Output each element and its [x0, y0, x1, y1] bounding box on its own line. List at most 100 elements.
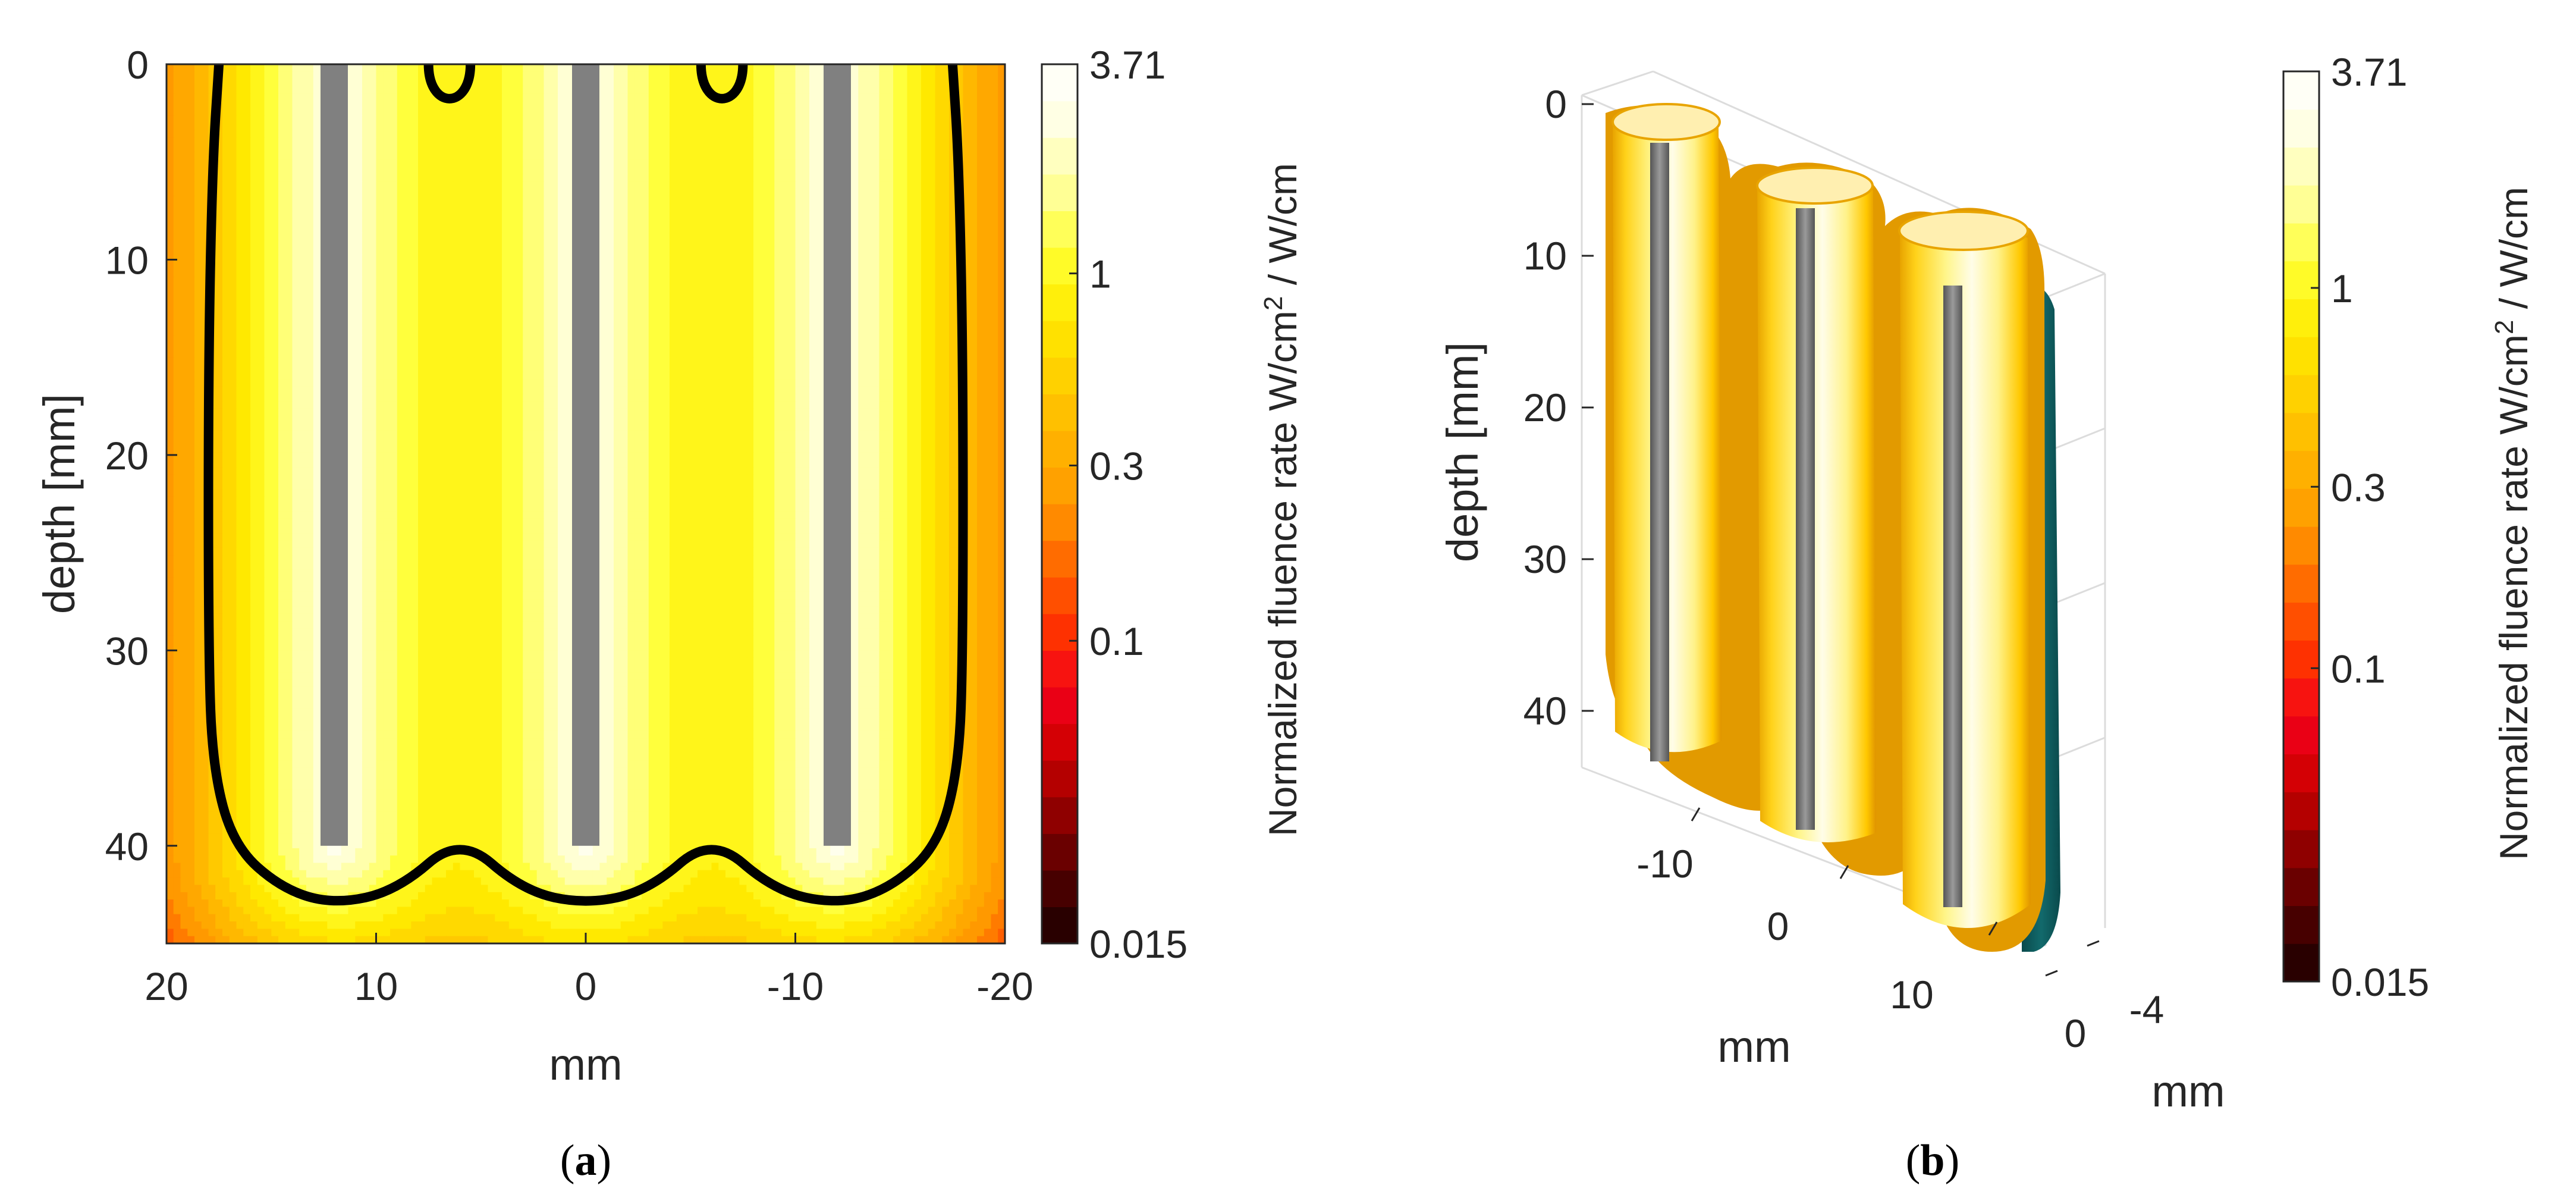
colorbar-step — [1042, 797, 1077, 834]
colorbar-step — [1042, 650, 1077, 688]
3d-tick-marks — [1582, 103, 2100, 977]
colorbar-step — [1042, 321, 1077, 358]
colorbar-step — [2283, 147, 2319, 186]
surface-top-1 — [1611, 103, 1721, 141]
colorbar-step — [1042, 64, 1077, 102]
colorbar-b-label: Normalized fluence rate W/cm2 / W/cm — [2490, 187, 2536, 860]
fiber-marker — [321, 64, 348, 846]
x-tick-label: 10 — [354, 964, 398, 1008]
fiber-3d-3 — [1943, 286, 1962, 907]
isocontour-small-loops — [423, 64, 748, 104]
isocontour-loop — [696, 64, 748, 104]
colorbar — [1041, 63, 1079, 945]
colorbar-step — [1042, 760, 1077, 798]
colorbar-step — [2283, 337, 2319, 375]
3d-z-axis-label: mm — [2151, 1067, 2225, 1116]
colorbar-step — [2283, 640, 2319, 679]
x-tick-label: 20 — [144, 964, 188, 1008]
panel-label-a: (a) — [560, 1136, 611, 1185]
colorbar-step — [1042, 613, 1077, 651]
colorbar-step — [1042, 137, 1077, 175]
colorbar-frame — [2282, 70, 2320, 983]
3d-z-tick-labels: 0 -4 — [2065, 987, 2165, 1055]
x-tick-label: -10 — [767, 964, 824, 1008]
colorbar-step — [1042, 686, 1077, 725]
fluence-surface — [1606, 103, 2060, 952]
colorbar-step — [2283, 223, 2319, 262]
colorbar-step — [1042, 284, 1077, 321]
colorbar-step — [2283, 526, 2319, 565]
colorbar-step — [2283, 375, 2319, 413]
surface-top-2 — [1756, 167, 1874, 205]
colorbar-tick-label: 0.3 — [1089, 444, 1144, 488]
isocontour-loop — [423, 64, 476, 104]
colorbar-tick-label: 3.71 — [1089, 43, 1166, 87]
colorbar-tick-label: 0.1 — [1089, 619, 1144, 663]
x-tick-label: 0 — [575, 964, 597, 1008]
y-tick-label: 10 — [105, 238, 149, 282]
colorbar-step — [1042, 504, 1077, 541]
isocontour-line — [203, 64, 968, 906]
x-axis-ticks: 20 10 0 -10 -20 — [144, 933, 1033, 1008]
colorbar-step — [2283, 867, 2319, 907]
panel-a-heatmap: 20 10 0 -10 -20 0 10 20 30 40 mm depth [mm] 3.71… — [34, 43, 1305, 1185]
fiber-markers — [321, 64, 851, 846]
y-tick-label: 20 — [105, 434, 149, 478]
colorbar-step — [2283, 943, 2319, 982]
fiber-3d-1 — [1650, 143, 1669, 761]
colorbar-step — [2283, 602, 2319, 641]
y-axis-ticks: 0 10 20 30 40 — [105, 43, 177, 868]
colorbar-step — [1042, 101, 1077, 138]
fluence-heatmap — [167, 64, 1005, 943]
colorbar-b — [2282, 70, 2320, 983]
colorbar-label: Normalized fluence rate W/cm2 / W/cm — [1259, 163, 1305, 836]
y-axis-label: depth [mm] — [34, 394, 84, 614]
colorbar-tick-label: 1 — [1089, 252, 1111, 296]
colorbar-step — [1042, 357, 1077, 394]
colorbar-step — [2283, 299, 2319, 337]
colorbar-step — [1042, 870, 1077, 907]
colorbar-step — [2283, 185, 2319, 224]
colorbar-step — [2283, 754, 2319, 792]
colorbar-step — [1042, 174, 1077, 211]
x-tick-label: -20 — [976, 964, 1033, 1008]
colorbar-step — [2283, 564, 2319, 603]
colorbar-step — [1042, 430, 1077, 468]
colorbar-step — [2283, 412, 2319, 452]
surface-lobe-3 — [1900, 219, 2031, 928]
panel-label-b: (b) — [1906, 1136, 1959, 1185]
3d-y-axis-label: depth [mm] — [1438, 342, 1487, 562]
fiber-marker — [572, 64, 599, 846]
x-axis-label: mm — [549, 1040, 622, 1089]
colorbar-step — [2283, 905, 2319, 944]
colorbar-step — [1042, 540, 1077, 578]
3d-x-axis-label: mm — [1717, 1022, 1790, 1071]
colorbar-step — [2283, 450, 2319, 489]
colorbar-step — [1042, 467, 1077, 504]
colorbar-tick-label: 0.3 — [2331, 465, 2386, 509]
y-tick-label: 40 — [105, 824, 149, 868]
colorbar-step — [2283, 488, 2319, 527]
colorbar-step — [2283, 109, 2319, 148]
y-tick-label: 0 — [127, 43, 149, 87]
colorbar-step — [1042, 247, 1077, 285]
colorbar-step — [1042, 211, 1077, 248]
colorbar-step — [1042, 833, 1077, 871]
colorbar-tick-label: 0.015 — [1089, 922, 1188, 966]
surface-lobe-2 — [1757, 175, 1876, 842]
colorbar-frame — [1041, 63, 1079, 945]
colorbar-tick-label: 1 — [2331, 266, 2353, 311]
surface-top-3 — [1898, 211, 2029, 251]
3d-x-tick-labels: -10 0 10 — [1636, 842, 1933, 1017]
fiber-marker — [824, 64, 851, 846]
colorbar-step — [2283, 71, 2319, 110]
panel-b-3d-surface: 0 10 20 30 40 -10 0 10 0 -4 mm mm depth … — [1438, 50, 2536, 1185]
colorbar-tick-label: 3.71 — [2331, 50, 2407, 94]
colorbar-step — [2283, 716, 2319, 755]
fiber-3d-2 — [1796, 208, 1815, 830]
colorbar-step — [2283, 261, 2319, 300]
colorbar-step — [2283, 792, 2319, 830]
colorbar-b-tick-labels: 3.71 1 0.3 0.1 0.015 — [2311, 50, 2429, 1004]
colorbar-step — [2283, 830, 2319, 868]
colorbar-tick-label: 0.1 — [2331, 647, 2386, 691]
